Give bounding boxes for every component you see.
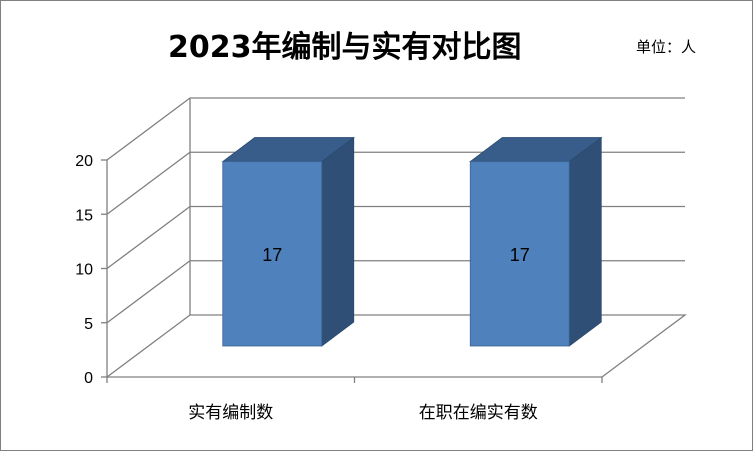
bars: 17 17 bbox=[221, 136, 603, 347]
bar-front bbox=[222, 161, 323, 347]
y-tick-label: 20 bbox=[75, 153, 93, 170]
gridline bbox=[106, 97, 685, 161]
data-label: 17 bbox=[262, 245, 282, 265]
y-tick-label: 0 bbox=[84, 370, 93, 387]
y-axis: 0 5 10 15 20 bbox=[75, 153, 108, 387]
chart-title: 2023年编制与实有对比图 bbox=[168, 30, 522, 65]
unit-label: 单位：人 bbox=[636, 38, 696, 56]
bar-side bbox=[568, 136, 602, 347]
y-tick-label: 5 bbox=[84, 316, 93, 333]
bar-front bbox=[469, 161, 570, 347]
y-tick-label: 15 bbox=[75, 207, 93, 224]
bar-side bbox=[321, 136, 355, 347]
x-axis: 实有编制数 在职在编实有数 bbox=[106, 376, 603, 423]
x-category-label: 实有编制数 bbox=[188, 403, 273, 423]
x-category-label: 在职在编实有数 bbox=[419, 403, 538, 423]
data-label: 17 bbox=[510, 245, 530, 265]
bar: 17 bbox=[221, 136, 355, 347]
floor-outline bbox=[106, 314, 687, 378]
bar: 17 bbox=[469, 136, 603, 347]
y-tick-label: 10 bbox=[75, 262, 93, 279]
